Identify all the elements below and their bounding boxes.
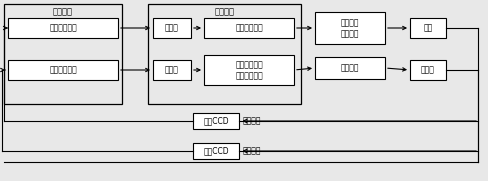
Text: 射流模式识别: 射流模式识别: [49, 24, 77, 33]
Text: 图像处理: 图像处理: [53, 7, 73, 16]
Text: 电压控制模块: 电压控制模块: [235, 24, 263, 33]
Text: 速度控制模块
位置控制模块: 速度控制模块 位置控制模块: [235, 60, 263, 80]
Text: 微纳纤维识别: 微纳纤维识别: [49, 66, 77, 75]
Bar: [153, 18, 191, 38]
Bar: [315, 57, 385, 79]
Bar: [193, 143, 239, 159]
Bar: [204, 55, 294, 85]
Text: 控制系统: 控制系统: [215, 7, 235, 16]
Text: 喷头: 喷头: [424, 24, 433, 33]
Text: 比较器: 比较器: [165, 66, 179, 75]
Text: 工业CCD: 工业CCD: [203, 117, 229, 125]
Text: 数控直流
高压电源: 数控直流 高压电源: [341, 18, 359, 38]
Bar: [148, 4, 301, 104]
Text: 微纳结构: 微纳结构: [243, 117, 262, 125]
Bar: [193, 113, 239, 129]
Text: 比较器: 比较器: [165, 24, 179, 33]
Bar: [4, 4, 122, 104]
Bar: [410, 60, 446, 80]
Text: 射流行为: 射流行为: [243, 146, 262, 155]
Bar: [8, 18, 118, 38]
Bar: [8, 60, 118, 80]
Text: 收集板: 收集板: [421, 66, 435, 75]
Bar: [204, 18, 294, 38]
Bar: [315, 12, 385, 44]
Bar: [153, 60, 191, 80]
Text: 工业CCD: 工业CCD: [203, 146, 229, 155]
Bar: [410, 18, 446, 38]
Text: 运动平台: 运动平台: [341, 64, 359, 73]
